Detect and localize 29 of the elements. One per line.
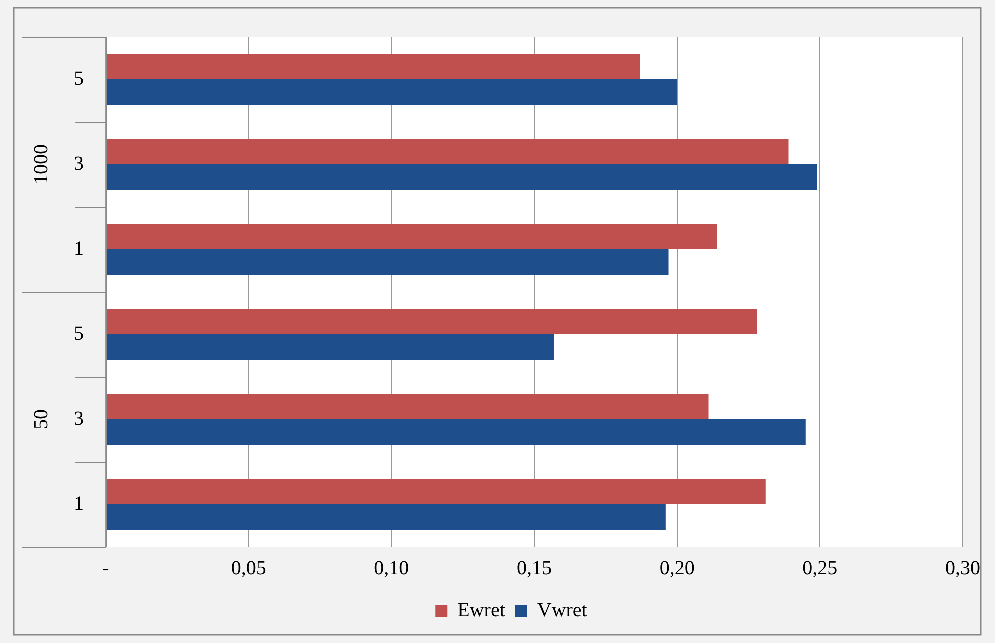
x-tick-label: 0,30: [946, 557, 980, 580]
bar: [106, 250, 669, 275]
bar: [106, 80, 678, 105]
y-tick-label: 3: [74, 152, 84, 175]
y-tick-label: 1: [74, 238, 84, 260]
x-tick-label: 0,20: [660, 557, 695, 580]
x-tick-label: 0,15: [517, 557, 552, 580]
y-tick-label: 5: [74, 68, 84, 90]
bar: [106, 164, 818, 190]
y-tick-label: 1: [74, 492, 84, 515]
bar: [106, 479, 766, 504]
bar: [106, 139, 789, 164]
bar: [106, 420, 806, 445]
y-tick-label: 3: [74, 408, 84, 430]
bar: [106, 309, 758, 334]
x-tick-label: 0,05: [231, 557, 266, 580]
legend-label: Vwret: [537, 599, 588, 622]
x-tick-label: -: [102, 557, 110, 580]
x-tick-label: 0,25: [802, 557, 838, 580]
bar: [106, 334, 554, 360]
text: 50: [30, 410, 52, 430]
bar: [106, 504, 666, 530]
bar: [106, 224, 718, 250]
bar: [106, 394, 709, 420]
x-tick-label: 0,10: [374, 557, 410, 580]
bar: [106, 54, 640, 80]
legend-label: Ewret: [458, 599, 506, 622]
y-tick-label: 5: [74, 322, 84, 345]
text: 1000: [30, 144, 52, 184]
